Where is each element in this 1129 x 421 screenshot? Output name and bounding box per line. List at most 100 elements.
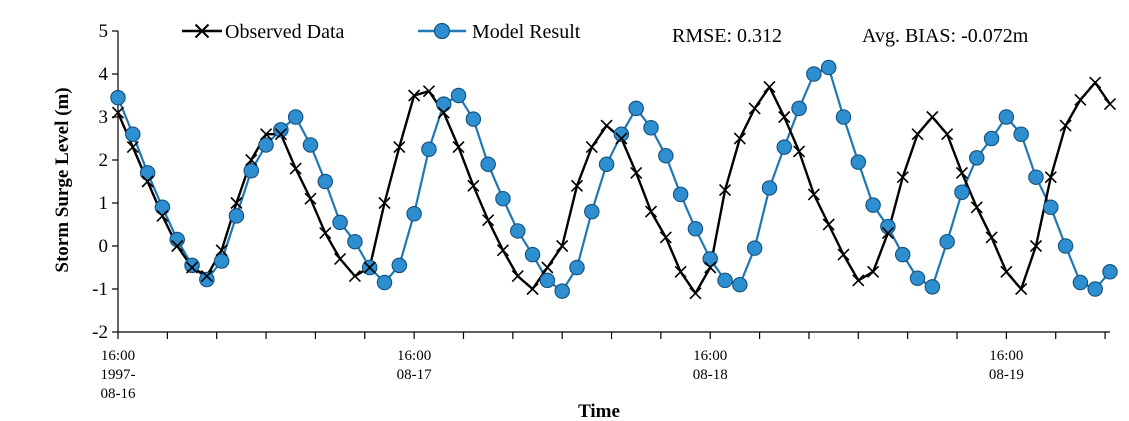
- model-result-point: [154, 199, 171, 216]
- x-tick-label: 16:00 08-19: [989, 348, 1024, 383]
- observed-data-point: [304, 192, 317, 205]
- x-tick-label-line: 16:00: [693, 348, 727, 364]
- model-result-point: [1102, 264, 1118, 280]
- x-tick-label-line: 16:00: [397, 348, 431, 364]
- model-result-point: [628, 100, 644, 117]
- model-result-point: [806, 66, 822, 82]
- observed-data-point: [1029, 239, 1043, 253]
- model-result-point: [317, 173, 334, 190]
- observed-data-point: [985, 231, 998, 244]
- observed-data-point: [200, 270, 213, 283]
- observed-data-point: [970, 201, 983, 214]
- observed-data-point: [852, 274, 865, 287]
- model-result-point: [954, 184, 970, 201]
- observed-data-point: [437, 106, 450, 119]
- model-result-point: [924, 279, 941, 295]
- model-result-point: [880, 218, 896, 235]
- x-tick-label: 16:00 08-18: [693, 348, 728, 383]
- observed-data-point: [526, 282, 539, 296]
- observed-data-point: [763, 80, 776, 93]
- x-tick-label: 16:00 08-17: [397, 348, 432, 383]
- model-result-point: [524, 246, 541, 263]
- observed-data-point: [556, 239, 569, 253]
- model-result-point: [287, 109, 304, 125]
- model-result-point: [909, 270, 926, 286]
- observed-data-point: [585, 141, 598, 154]
- observed-data-point: [1074, 93, 1087, 106]
- observed-data-point: [955, 166, 969, 179]
- observed-data-point: [600, 119, 613, 132]
- observed-data-point: [319, 227, 332, 240]
- x-tick-label-line: 08-19: [989, 367, 1024, 383]
- y-axis-label: Storm Surge Level (m): [52, 87, 73, 272]
- observed-data-point: [452, 141, 465, 154]
- x-tick-label-line: 08-18: [693, 367, 728, 383]
- observed-data-point: [570, 179, 584, 192]
- observed-data-point: [422, 85, 435, 98]
- observed-data-point: [718, 184, 732, 197]
- model-result-point: [894, 246, 911, 263]
- model-result-point: [421, 141, 437, 158]
- model-result-point: [258, 137, 274, 153]
- model-result-point: [243, 163, 260, 179]
- model-result-point: [228, 208, 245, 224]
- observed-data-point: [156, 209, 169, 222]
- observed-data-point: [1000, 265, 1013, 278]
- observed-data-point: [496, 244, 510, 257]
- series-layer: [110, 59, 1118, 300]
- y-tick-label: 4: [99, 64, 109, 85]
- model-result-point: [968, 150, 985, 166]
- observed-data-point: [541, 261, 554, 274]
- model-result-point: [658, 147, 674, 164]
- model-result-line: [116, 66, 1111, 293]
- model-result-point: [702, 251, 718, 267]
- model-result-point: [273, 122, 289, 138]
- model-result-point: [139, 165, 156, 181]
- observed-data-point: [363, 261, 376, 274]
- observed-data-point: [408, 89, 421, 102]
- model-result-point: [199, 271, 215, 288]
- model-result-point: [835, 109, 852, 125]
- observed-data-point: [511, 270, 524, 283]
- model-result-point: [569, 259, 585, 276]
- model-result-point: [776, 139, 793, 155]
- observed-data-point: [378, 196, 391, 210]
- y-tick-label: 1: [99, 193, 109, 214]
- observed-data-point: [230, 196, 243, 210]
- observed-data-point: [867, 265, 880, 278]
- observed-data-point: [911, 128, 924, 141]
- observed-data-point: [1015, 282, 1028, 296]
- legend-observed-label: Observed Data: [225, 21, 345, 43]
- model-result-point: [391, 257, 408, 274]
- observed-data-point: [111, 106, 125, 119]
- model-result-point: [998, 109, 1015, 125]
- legend-model-marker: [433, 22, 451, 40]
- observed-data-point: [185, 261, 199, 274]
- observed-data-point: [733, 132, 746, 145]
- observed-data-point: [259, 128, 273, 141]
- observed-data-point: [689, 287, 702, 300]
- model-result-point: [939, 233, 955, 250]
- y-tick-label: 5: [99, 21, 109, 42]
- x-tick-label-line: 08-17: [397, 367, 432, 383]
- legend: Observed Data Model Result: [182, 21, 581, 43]
- x-tick-label: 16:00 1997- 08-16: [101, 348, 136, 402]
- model-result-point: [865, 197, 881, 213]
- model-result-point: [1072, 274, 1089, 291]
- model-result-point: [435, 96, 452, 112]
- model-result-point: [643, 120, 659, 136]
- y-tick-label: 2: [99, 150, 109, 171]
- y-tick-label: -2: [92, 322, 108, 343]
- observed-data-point: [1044, 171, 1057, 184]
- legend-item-model: Model Result: [418, 21, 581, 43]
- model-result-point: [791, 100, 807, 117]
- x-tick-label-line: 16:00: [101, 348, 135, 364]
- observed-data-point: [644, 205, 658, 218]
- model-result-point: [554, 283, 570, 299]
- observed-data-point: [274, 128, 287, 141]
- observed-data-point: [896, 171, 909, 184]
- legend-observed-marker: [194, 23, 210, 39]
- model-result-point: [584, 203, 600, 220]
- model-result-point: [184, 257, 200, 274]
- model-result-point: [510, 223, 526, 239]
